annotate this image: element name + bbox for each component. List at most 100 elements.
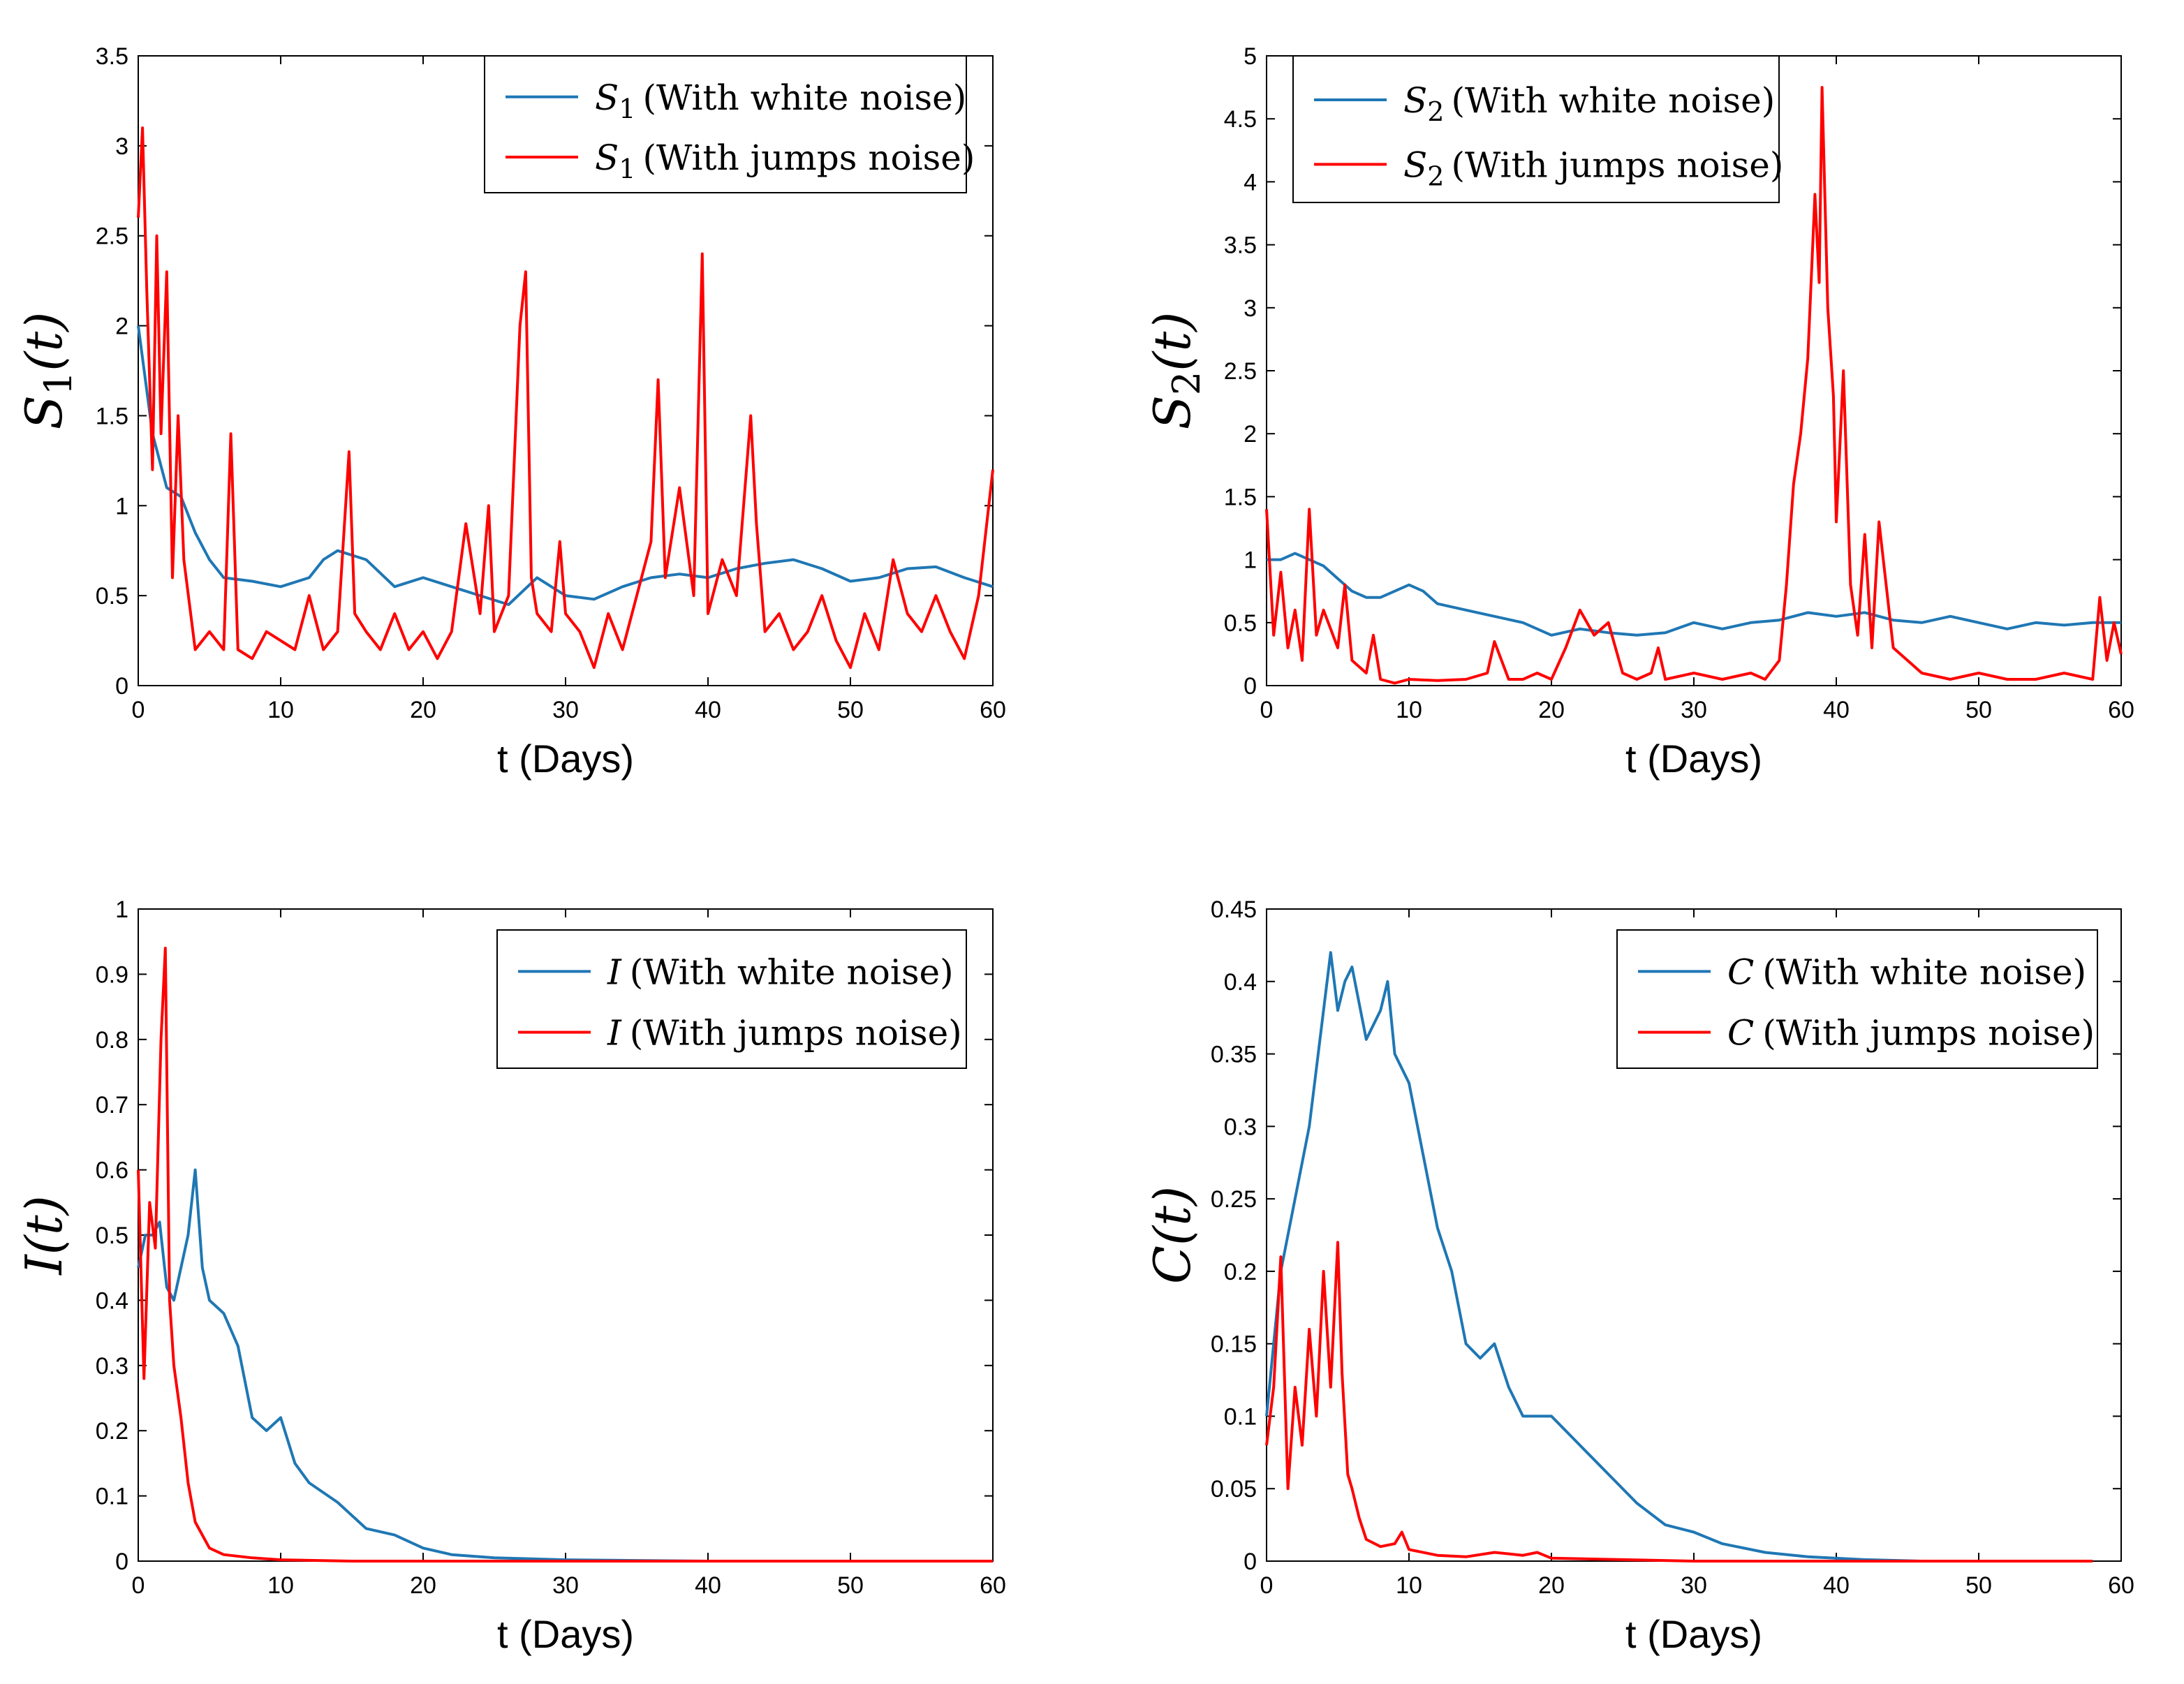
y-axis-label-symbol: C	[1143, 1246, 1202, 1284]
legend-entry: S2 (With jumps noise)	[1403, 145, 1783, 191]
chart-panel-i: 0 10 20 30 40 50 60 0 0.1 0.2 0.3 0.4 0.5 0.6 0.7 0.8 0.…	[15, 896, 1006, 1656]
legend-entry: C (With white noise)	[1727, 952, 2086, 992]
y-tick-label: 0.5	[96, 1223, 128, 1249]
legend-text: (With jumps noise)	[1451, 145, 1783, 185]
y-tick-label: 1.5	[1224, 484, 1257, 510]
series-line-jumps-noise	[137, 126, 994, 670]
legend-subscript: 2	[1427, 96, 1444, 127]
y-tick-label: 3.5	[1224, 232, 1257, 259]
series-line-jumps-noise	[137, 947, 993, 1563]
x-tick-label: 50	[837, 1572, 864, 1599]
y-tick-label: 0.45	[1211, 896, 1257, 923]
y-tick-label: 1	[1244, 547, 1257, 574]
x-tick-label: 30	[1681, 1572, 1707, 1599]
y-tick-label: 0.5	[96, 583, 128, 610]
x-tick-label: 20	[1538, 1572, 1565, 1599]
legend-text: (With white noise)	[630, 952, 954, 992]
y-tick-label: 0.7	[96, 1092, 128, 1118]
y-tick-label: 0.25	[1211, 1186, 1257, 1213]
legend-text: (With white noise)	[1762, 952, 2086, 992]
legend-entry: S1 (With jumps noise)	[595, 138, 975, 184]
y-tick-label: 0.15	[1211, 1331, 1257, 1358]
legend-text: (With jumps noise)	[1762, 1013, 2095, 1054]
x-tick-label: 0	[132, 1572, 145, 1599]
legend-box	[1292, 55, 1780, 203]
y-tick-label: 0	[115, 673, 128, 700]
y-tick-label: 0.4	[96, 1287, 128, 1314]
legend-symbol: C	[1727, 1013, 1754, 1054]
x-tick-label: 60	[2108, 697, 2134, 723]
legend-text: (With jumps noise)	[642, 138, 975, 178]
legend-subscript: 2	[1427, 161, 1444, 191]
x-tick-label: 20	[410, 697, 436, 723]
y-tick-label: 3.5	[96, 43, 128, 70]
y-axis-label-subscript: 2	[1165, 371, 1209, 395]
legend-subscript: 1	[619, 94, 635, 124]
series-line-white-noise	[137, 1168, 993, 1563]
series-line-jumps-noise	[1265, 1241, 2093, 1563]
legend-symbol: S	[1403, 80, 1427, 121]
legend-symbol: I	[607, 1013, 622, 1054]
x-tick-label: 30	[1681, 697, 1707, 723]
y-tick-label: 0.2	[96, 1418, 128, 1445]
legend-entry: I (With jumps noise)	[607, 1013, 962, 1054]
y-tick-label: 1	[115, 493, 128, 519]
y-tick-label: 1	[115, 896, 128, 923]
y-tick-label: 4	[1244, 169, 1257, 195]
y-tick-label: 3	[115, 133, 128, 160]
y-tick-label: 2.5	[96, 223, 128, 250]
legend-box	[496, 929, 967, 1069]
x-tick-label: 50	[1965, 1572, 1992, 1599]
y-tick-label: 3	[1244, 295, 1257, 322]
y-axis-label-symbol: S	[15, 395, 73, 429]
legend-text: (With white noise)	[1451, 80, 1775, 121]
x-tick-label: 30	[552, 1572, 579, 1599]
y-tick-label: 0.3	[96, 1353, 128, 1380]
legend: S1 (With white noise)S1 (With jumps noise)	[484, 55, 975, 193]
legend-entry: C (With jumps noise)	[1727, 1013, 2095, 1054]
x-tick-label: 0	[1260, 697, 1274, 723]
legend-box	[484, 55, 967, 193]
y-tick-label: 0.1	[96, 1484, 128, 1510]
y-axis-label: S2(t)	[1143, 312, 1209, 430]
y-axis-label-subscript: 1	[36, 371, 80, 395]
y-axis-label-tail: (t)	[15, 312, 73, 371]
y-tick-label: 2.5	[1224, 358, 1257, 385]
x-tick-label: 10	[267, 697, 294, 723]
x-tick-label: 50	[837, 697, 864, 723]
legend-symbol: S	[595, 138, 619, 178]
chart-panel-s2: 0 10 20 30 40 50 60 0 0.5 1 1.5 2 2.5 3 3.5 4 4.5 5 t (Day…	[1143, 43, 2134, 781]
y-tick-label: 0.2	[1224, 1259, 1257, 1285]
legend-text: (With white noise)	[642, 77, 966, 118]
x-tick-label: 20	[1538, 697, 1565, 723]
x-tick-label: 50	[1965, 697, 1992, 723]
legend: S2 (With white noise)S2 (With jumps noise)	[1292, 55, 1783, 203]
series-line-white-noise	[1267, 552, 2121, 637]
series-line-white-noise	[137, 325, 994, 606]
legend-symbol: I	[607, 952, 622, 992]
x-tick-label: 20	[410, 1572, 436, 1599]
legend-subscript: 1	[619, 154, 635, 184]
y-tick-label: 0.4	[1224, 969, 1257, 996]
legend: I (With white noise)I (With jumps noise)	[496, 929, 967, 1069]
y-tick-label: 0.3	[1224, 1114, 1257, 1140]
x-tick-label: 40	[1823, 697, 1850, 723]
x-axis-label: t (Days)	[1625, 737, 1762, 781]
y-tick-label: 0	[115, 1549, 128, 1575]
y-tick-label: 0.6	[96, 1158, 128, 1184]
y-tick-label: 0.9	[96, 961, 128, 988]
x-tick-label: 40	[695, 697, 721, 723]
x-tick-label: 40	[695, 1572, 721, 1599]
y-axis-label: I(t)	[15, 1195, 73, 1276]
legend-text: (With jumps noise)	[630, 1013, 962, 1054]
y-tick-label: 0	[1244, 1549, 1257, 1575]
series-line-white-noise	[1265, 951, 2093, 1563]
y-tick-label: 0.35	[1211, 1042, 1257, 1068]
x-tick-label: 60	[2108, 1572, 2134, 1599]
legend: C (With white noise) C (With jumps noise)	[1616, 929, 2098, 1069]
y-tick-label: 0.8	[96, 1027, 128, 1054]
x-tick-label: 60	[980, 697, 1006, 723]
x-tick-label: 60	[980, 1572, 1006, 1599]
